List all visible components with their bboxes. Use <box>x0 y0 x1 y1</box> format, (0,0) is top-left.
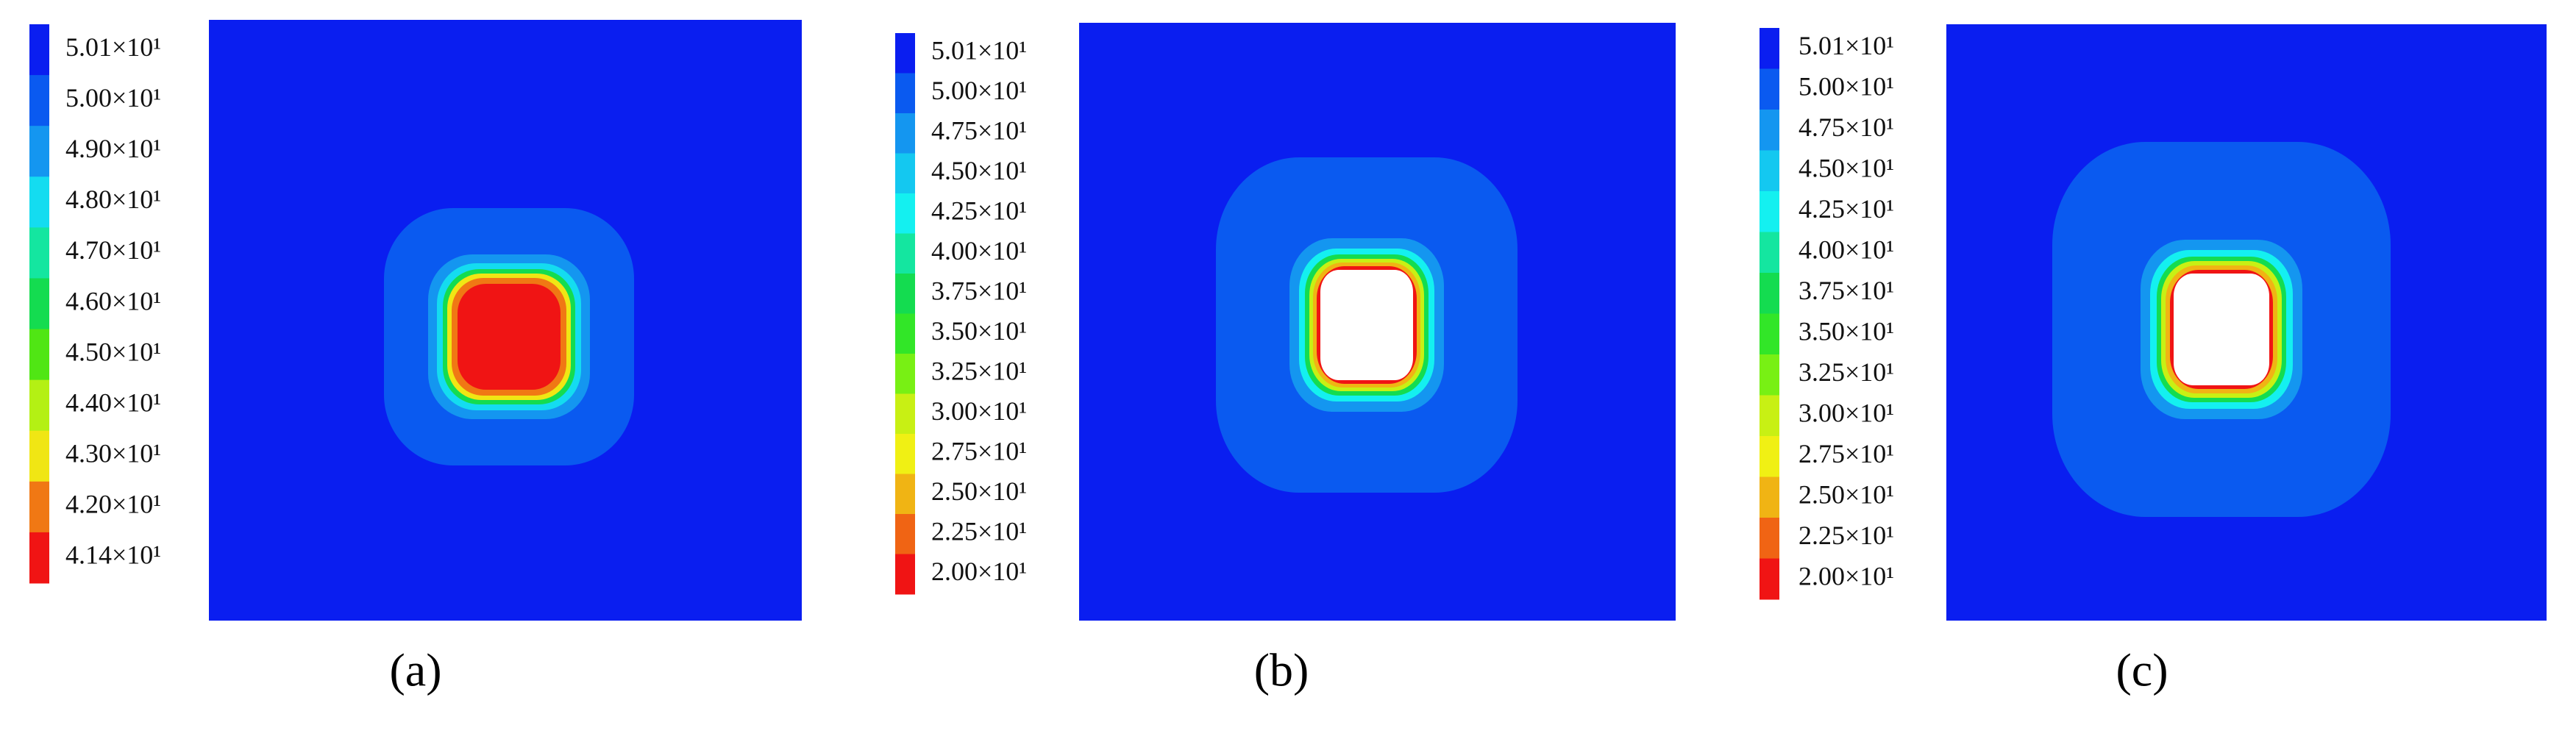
colorbar-swatch <box>1760 395 1779 437</box>
colorbar-label: 4.50×10¹ <box>65 337 161 366</box>
colorbar-swatch <box>29 176 49 228</box>
colorbar-swatch <box>1760 518 1779 559</box>
colorbar-swatch <box>29 481 49 533</box>
colorbar-swatch <box>29 24 49 76</box>
colorbar-label: 4.14×10¹ <box>65 540 161 570</box>
colorbar-label: 3.75×10¹ <box>931 276 1027 306</box>
colorbar-label: 3.50×10¹ <box>931 316 1027 346</box>
colorbar-swatch <box>29 430 49 482</box>
colorbar-label: 2.25×10¹ <box>1798 521 1894 550</box>
colorbar-swatch <box>895 274 915 314</box>
colorbar-swatch <box>895 354 915 394</box>
colorbar-label: 2.00×10¹ <box>931 557 1027 586</box>
colorbar-label: 4.50×10¹ <box>931 156 1027 185</box>
colorbar-label: 5.01×10¹ <box>1798 31 1894 60</box>
colorbar-swatch <box>1760 68 1779 110</box>
colorbar-swatch <box>895 113 915 154</box>
colorbar-label: 3.50×10¹ <box>1798 317 1894 346</box>
colorbar-label: 4.70×10¹ <box>65 235 161 265</box>
colorbar-label: 2.00×10¹ <box>1798 562 1894 591</box>
colorbar-label: 4.20×10¹ <box>65 490 161 519</box>
colorbar-label: 5.00×10¹ <box>65 83 161 113</box>
colorbar-label: 2.50×10¹ <box>931 476 1027 506</box>
colorbar-swatch <box>895 393 915 435</box>
colorbar-swatch <box>29 532 49 584</box>
colorbar-label: 5.01×10¹ <box>65 32 161 62</box>
panel-caption: (c) <box>2116 644 2168 696</box>
panel: 5.01×10¹ 5.00×10¹ 4.75×10¹ 4.50×10¹ 4.25×10¹… <box>1760 24 2547 696</box>
colorbar-label: 4.30×10¹ <box>65 439 161 468</box>
colorbar-label: 3.75×10¹ <box>1798 276 1894 305</box>
contour-band <box>458 284 561 390</box>
colorbar-label: 3.25×10¹ <box>931 357 1027 386</box>
colorbar-swatch <box>1760 558 1779 600</box>
panel: 5.01×10¹ 5.00×10¹ 4.90×10¹ 4.80×10¹ 4.70×10¹… <box>29 20 802 696</box>
colorbar-label: 4.25×10¹ <box>1798 194 1894 224</box>
colorbar-swatch <box>895 193 915 234</box>
colorbar-swatch <box>895 233 915 274</box>
excavation <box>1320 270 1413 380</box>
colorbar-swatch <box>29 75 49 126</box>
colorbar-swatch <box>895 153 915 194</box>
colorbar-label: 4.80×10¹ <box>65 185 161 214</box>
colorbar-label: 4.50×10¹ <box>1798 154 1894 183</box>
colorbar-swatch <box>1760 313 1779 355</box>
colorbar-swatch <box>29 329 49 381</box>
colorbar-swatch <box>895 73 915 114</box>
colorbar-swatch <box>895 434 915 474</box>
colorbar-swatch <box>1760 150 1779 192</box>
colorbar-swatch <box>895 33 915 74</box>
colorbar-swatch <box>29 227 49 279</box>
colorbar-label: 2.75×10¹ <box>931 437 1027 466</box>
colorbar-label: 5.00×10¹ <box>931 76 1027 105</box>
colorbar-label: 3.00×10¹ <box>1798 399 1894 428</box>
colorbar-swatch <box>895 474 915 515</box>
colorbar-label: 4.40×10¹ <box>65 388 161 417</box>
colorbar-label: 3.00×10¹ <box>931 396 1027 426</box>
colorbar-swatch <box>29 126 49 177</box>
colorbar-label: 4.25×10¹ <box>931 196 1027 226</box>
colorbar-label: 4.90×10¹ <box>65 134 161 163</box>
colorbar-label: 2.75×10¹ <box>1798 439 1894 468</box>
colorbar-label: 2.50×10¹ <box>1798 480 1894 510</box>
colorbar-swatch <box>1760 476 1779 518</box>
colorbar-label: 5.00×10¹ <box>1798 72 1894 101</box>
panel-caption: (a) <box>389 644 441 696</box>
colorbar-label: 4.00×10¹ <box>931 236 1027 265</box>
colorbar-swatch <box>1760 436 1779 477</box>
colorbar-swatch <box>1760 28 1779 69</box>
panel-caption: (b) <box>1254 644 1309 696</box>
colorbar-label: 2.25×10¹ <box>931 517 1027 546</box>
colorbar-swatch <box>895 313 915 354</box>
panel: 5.01×10¹ 5.00×10¹ 4.75×10¹ 4.50×10¹ 4.25×10¹… <box>895 23 1676 696</box>
colorbar-label: 4.00×10¹ <box>1798 235 1894 265</box>
colorbar-label: 4.75×10¹ <box>1798 113 1894 142</box>
colorbar-label: 3.25×10¹ <box>1798 357 1894 387</box>
colorbar-swatch <box>29 278 49 330</box>
colorbar-swatch <box>895 514 915 554</box>
colorbar-label: 5.01×10¹ <box>931 36 1027 65</box>
colorbar-swatch <box>1760 191 1779 232</box>
colorbar-swatch <box>1760 110 1779 151</box>
colorbar-label: 4.60×10¹ <box>65 286 161 315</box>
colorbar-swatch <box>895 554 915 595</box>
excavation <box>2174 274 2269 385</box>
colorbar-swatch <box>1760 354 1779 396</box>
colorbar-swatch <box>1760 232 1779 274</box>
colorbar-label: 4.75×10¹ <box>931 116 1027 146</box>
colorbar-swatch <box>29 379 49 432</box>
colorbar-swatch <box>1760 273 1779 314</box>
